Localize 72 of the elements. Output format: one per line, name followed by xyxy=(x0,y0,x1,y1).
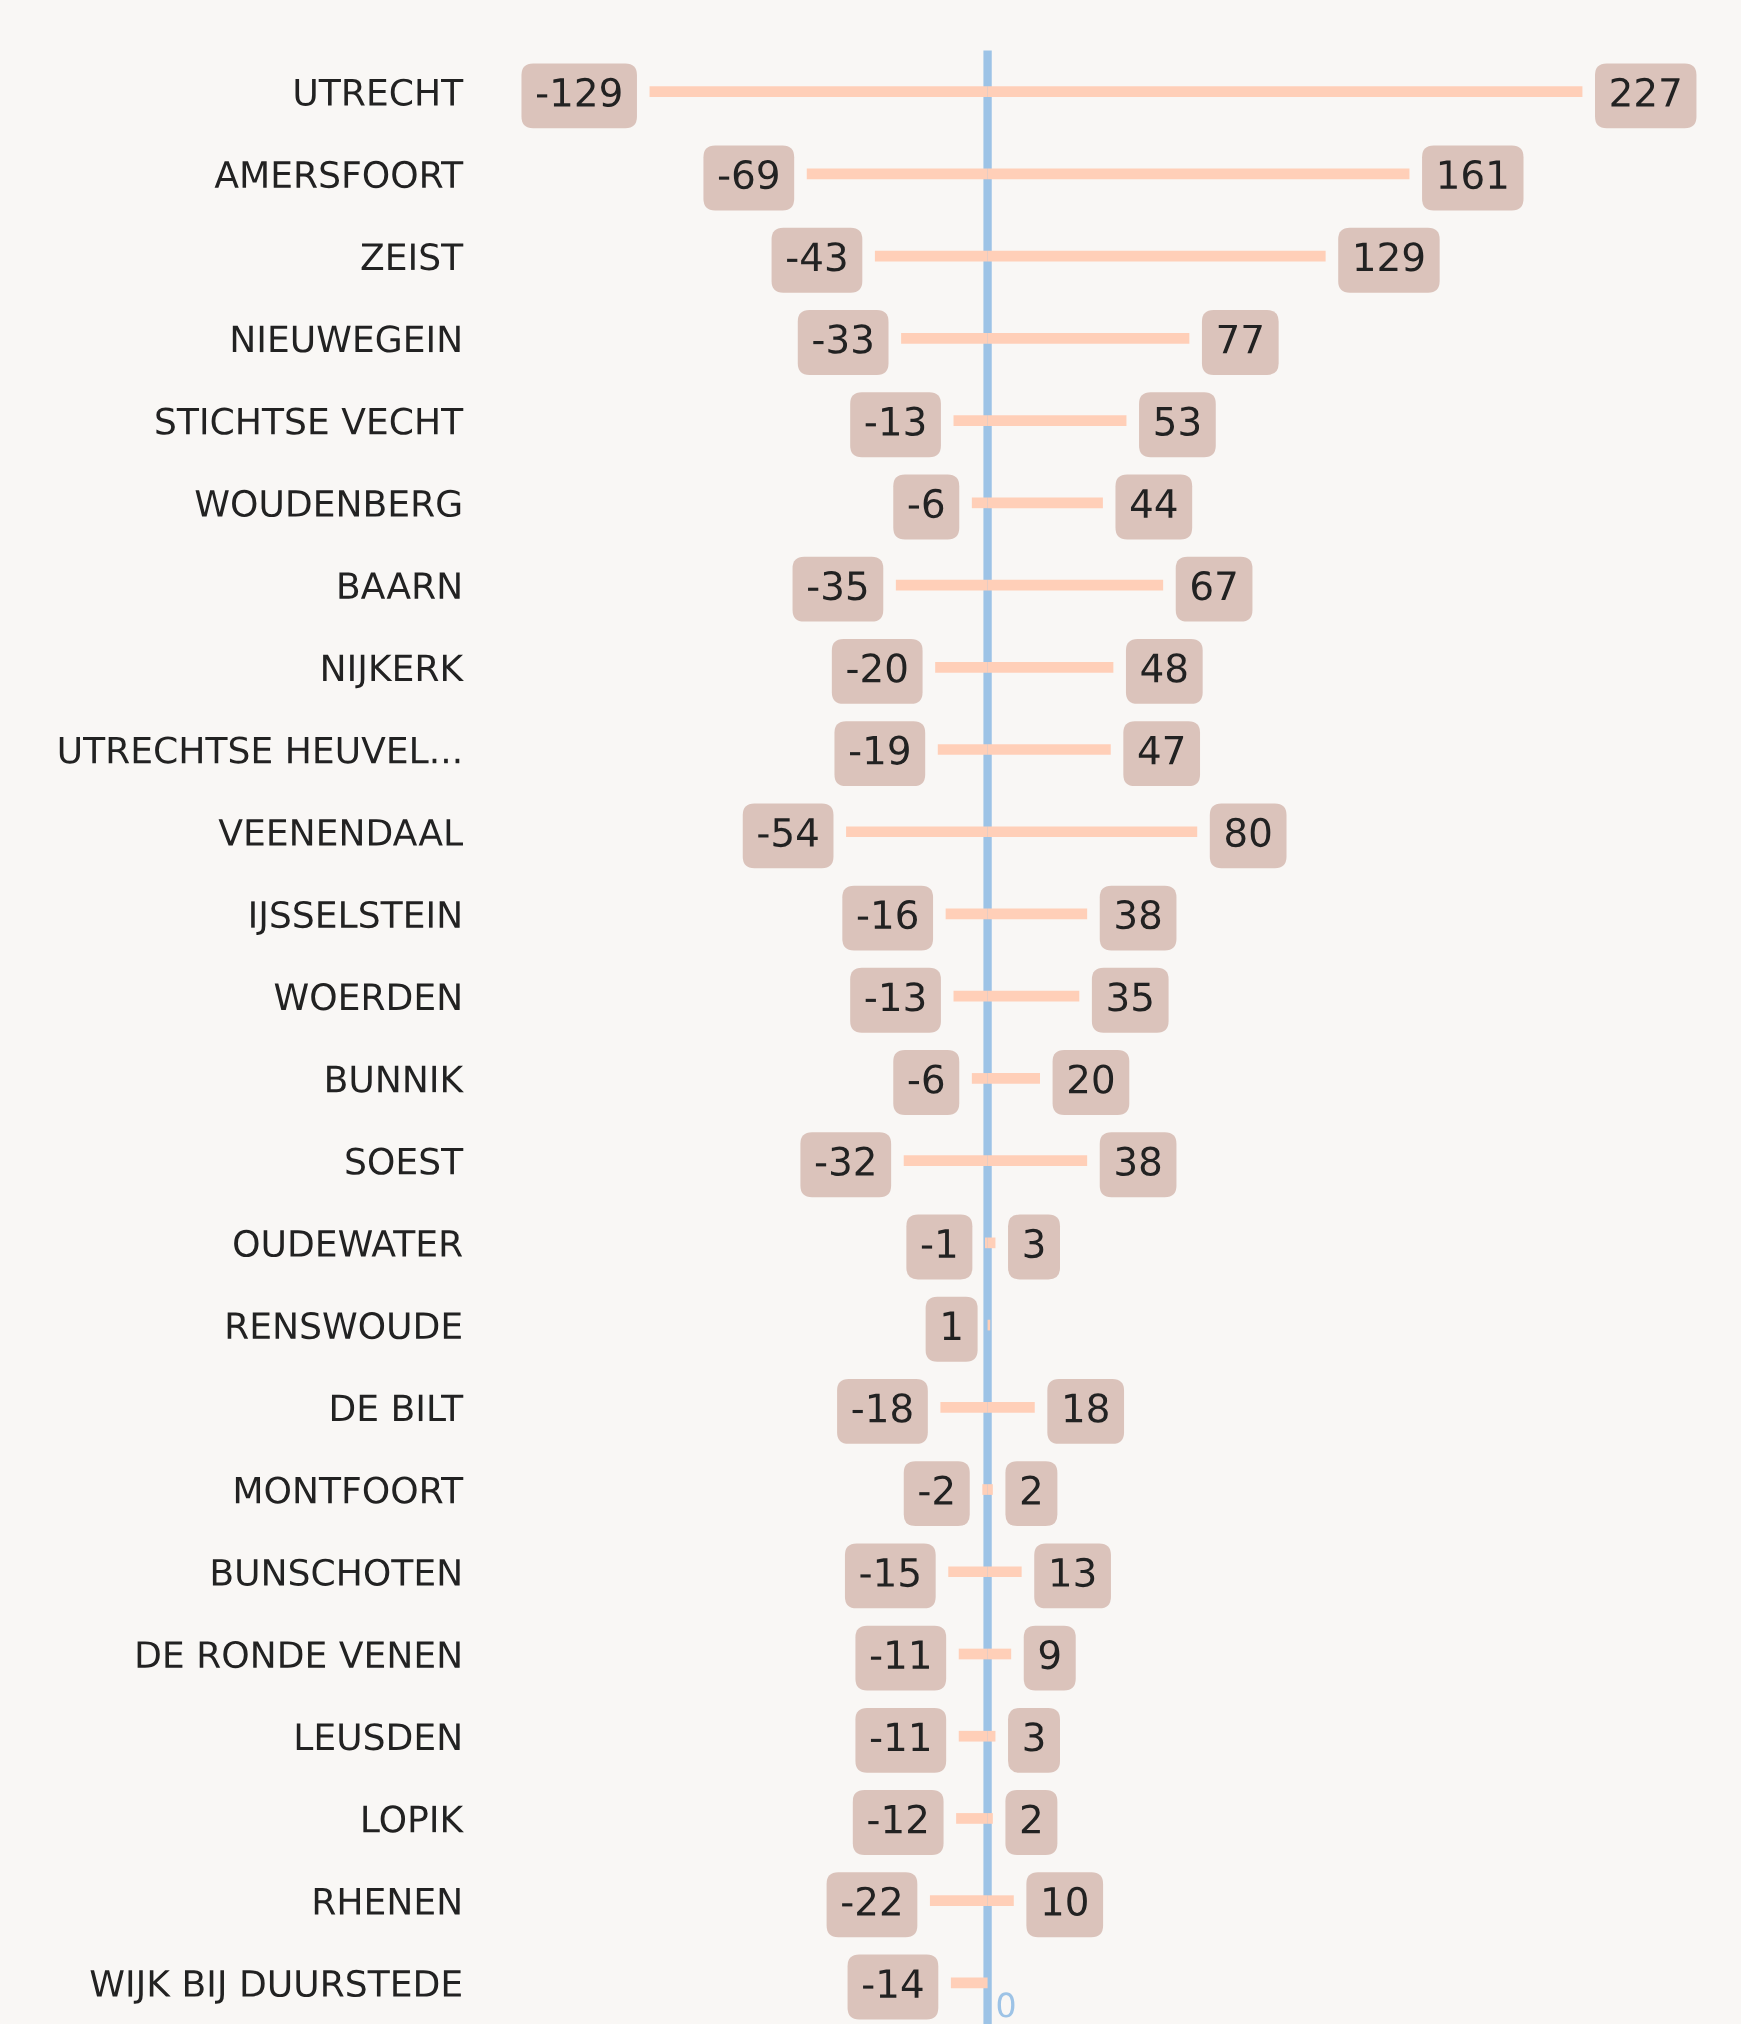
ref-line-label: 0 xyxy=(997,1992,1015,2018)
data-label: 38 xyxy=(1116,1146,1161,1177)
y-tick-label: WOERDEN xyxy=(274,983,460,1011)
data-label: 80 xyxy=(1226,817,1271,848)
data-label: 47 xyxy=(1138,736,1184,765)
data-label: 3 xyxy=(1024,1228,1044,1259)
data-label: -15 xyxy=(860,1558,919,1588)
data-label: 2 xyxy=(1021,1804,1040,1834)
data-label: -11 xyxy=(870,1640,929,1669)
data-label: 20 xyxy=(1069,1064,1114,1094)
data-label: 35 xyxy=(1108,982,1152,1012)
data-label: 2 xyxy=(1021,1475,1040,1505)
y-tick-label: WIJK BIJ DUURSTEDE xyxy=(90,1969,461,2004)
bar xyxy=(950,1977,988,1989)
data-label: -13 xyxy=(865,982,925,1012)
data-label: 3 xyxy=(1024,1722,1044,1752)
y-tick-label: RHENEN xyxy=(314,1888,460,1915)
y-tick-label: UTRECHT xyxy=(295,78,464,106)
data-label: -43 xyxy=(787,242,846,272)
y-tick-label: IJSSELSTEIN xyxy=(251,900,460,935)
y-tick-label: RENSWOUDE xyxy=(227,1312,461,1340)
y-tick-label: STICHTSE VECHT xyxy=(156,407,464,435)
data-label: -22 xyxy=(842,1886,900,1916)
data-label: -13 xyxy=(865,406,925,437)
data-label: 53 xyxy=(1155,406,1200,437)
data-label: 77 xyxy=(1218,324,1262,354)
y-tick-label: SOEST xyxy=(346,1147,464,1175)
y-tick-label: LOPIK xyxy=(363,1805,464,1833)
data-label: 1 xyxy=(943,1311,961,1340)
data-label: -69 xyxy=(718,159,778,190)
y-tick-label: BUNSCHOTEN xyxy=(212,1558,460,1586)
y-tick-label: UTRECHTSE HEUVEL... xyxy=(59,736,460,764)
data-label: -12 xyxy=(868,1804,927,1834)
y-tick-label: BAARN xyxy=(339,572,460,599)
data-label: 18 xyxy=(1065,1393,1108,1423)
data-label: -14 xyxy=(863,1969,923,1998)
data-label: -18 xyxy=(852,1393,912,1423)
y-tick-label: BUNNIK xyxy=(327,1065,464,1093)
data-label: 129 xyxy=(1356,242,1424,272)
data-label: 38 xyxy=(1116,899,1161,930)
data-label: -6 xyxy=(908,1064,944,1094)
data-label: 67 xyxy=(1192,571,1236,601)
data-label: -20 xyxy=(847,653,907,683)
y-tick-label: WOUDENBERG xyxy=(195,489,461,518)
data-label: -35 xyxy=(808,571,867,601)
y-tick-label: NIEUWEGEIN xyxy=(232,325,460,353)
data-label: -6 xyxy=(908,488,944,519)
data-label: -19 xyxy=(849,735,909,765)
y-tick-label: OUDEWATER xyxy=(234,1229,463,1258)
data-label: -129 xyxy=(536,77,621,108)
y-tick-label: DE BILT xyxy=(331,1394,464,1422)
y-tick-label: LEUSDEN xyxy=(296,1723,460,1751)
data-label: -11 xyxy=(870,1722,929,1752)
data-label: 10 xyxy=(1044,1886,1087,1917)
data-label: -33 xyxy=(813,324,872,354)
data-label: 9 xyxy=(1039,1639,1060,1670)
data-label: -2 xyxy=(919,1475,953,1505)
y-tick-label: DE RONDE VENEN xyxy=(137,1640,460,1669)
data-label: 227 xyxy=(1611,77,1680,107)
y-tick-label: AMERSFOORT xyxy=(214,160,464,189)
data-label: -32 xyxy=(815,1146,874,1177)
data-label: 13 xyxy=(1052,1557,1095,1588)
data-label: 48 xyxy=(1141,653,1187,683)
data-label: 44 xyxy=(1130,489,1177,518)
data-label: -54 xyxy=(758,818,818,848)
y-tick-label: MONTFOORT xyxy=(235,1476,464,1504)
y-tick-label: NIJKERK xyxy=(323,654,464,689)
y-tick-label: ZEIST xyxy=(361,243,464,271)
data-label: -1 xyxy=(921,1229,956,1258)
y-tick-label: VEENENDAAL xyxy=(218,819,463,846)
data-label: -16 xyxy=(857,899,917,930)
data-label: 161 xyxy=(1439,159,1507,190)
